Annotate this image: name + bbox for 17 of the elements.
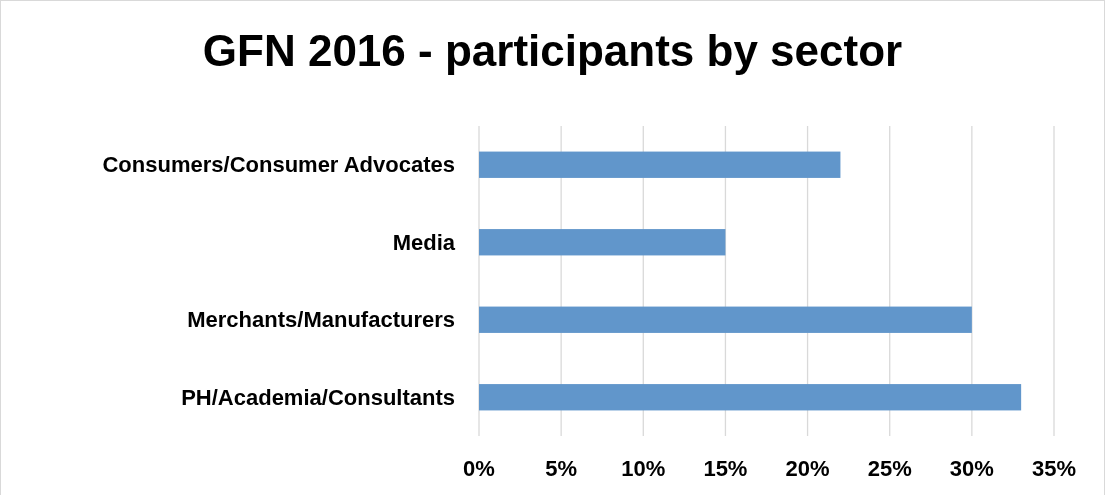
bar [479, 229, 726, 256]
x-tick-label: 10% [621, 456, 666, 481]
x-tick-label: 0% [463, 456, 495, 481]
y-tick-label: Consumers/Consumer Advocates [102, 152, 455, 178]
y-tick-label: Merchants/Manufacturers [187, 307, 455, 333]
x-tick-label: 15% [703, 456, 748, 481]
y-tick-label: PH/Academia/Consultants [181, 384, 455, 410]
y-tick-label: Media [392, 229, 456, 255]
x-tick-label: 5% [545, 456, 578, 481]
x-tick-label: 25% [867, 456, 912, 481]
bar [479, 151, 841, 178]
x-tick-label: 30% [949, 456, 994, 481]
bar [479, 306, 972, 333]
x-tick-label: 20% [785, 456, 830, 481]
x-tick-label: 35% [1031, 456, 1077, 481]
bar [479, 384, 1022, 411]
chart-title: GFN 2016 - participants by sector [202, 26, 903, 75]
